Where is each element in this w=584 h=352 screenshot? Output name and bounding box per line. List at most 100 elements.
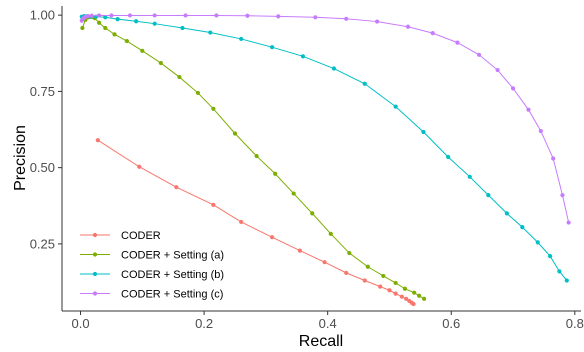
data-point (538, 128, 543, 134)
legend: CODER CODER + Setting (a) CODER + Setting … (80, 230, 224, 301)
data-point (96, 20, 102, 25)
data-point (85, 13, 91, 19)
data-point (362, 81, 367, 86)
data-point (378, 284, 383, 289)
data-point (526, 107, 531, 112)
data-point (96, 13, 102, 18)
data-point (313, 15, 318, 20)
data-point (331, 66, 336, 71)
data-point (297, 248, 302, 253)
x-tick-label: 0.4 (319, 316, 337, 331)
data-point (124, 38, 129, 44)
data-point (564, 278, 569, 283)
data-point (402, 286, 408, 291)
data-point (476, 52, 482, 57)
data-point (273, 171, 278, 176)
data-point (322, 260, 327, 265)
data-point (405, 24, 411, 29)
y-tick-label: 1.00 (30, 8, 55, 23)
data-point (446, 154, 451, 160)
legend-key-point (92, 232, 98, 238)
series-group (95, 138, 416, 307)
x-tick-label: 0.8 (566, 316, 584, 331)
data-point (180, 25, 185, 31)
data-point (115, 17, 120, 22)
data-point (393, 104, 398, 109)
data-point (103, 15, 108, 20)
data-point (112, 32, 117, 37)
data-point (399, 294, 404, 299)
data-point (174, 185, 179, 190)
data-point (127, 13, 133, 18)
data-point (269, 45, 275, 50)
data-point (551, 156, 556, 161)
data-point (177, 74, 182, 80)
data-point (269, 235, 275, 240)
data-point (412, 290, 417, 295)
data-point (417, 293, 422, 298)
data-point (362, 278, 367, 283)
data-point (393, 280, 398, 286)
data-point (137, 164, 142, 169)
data-point (232, 131, 238, 136)
data-point (134, 19, 139, 24)
legend-label: CODER + Setting (c) (121, 289, 223, 301)
y-axis-title: Precision (12, 125, 29, 191)
data-point (211, 202, 216, 207)
data-point (421, 296, 427, 301)
legend-label: CODER + Setting (a) (121, 250, 224, 262)
data-point (365, 264, 370, 269)
data-point (291, 191, 296, 196)
data-point (557, 269, 562, 274)
data-point (560, 193, 565, 198)
x-tick-label: 0.0 (71, 316, 89, 331)
data-point (387, 288, 392, 293)
data-point (158, 60, 163, 66)
data-point (239, 36, 244, 42)
data-point (455, 40, 460, 45)
data-point (183, 13, 188, 18)
data-point (276, 14, 281, 19)
y-axis-ticks: 0.25 0.50 0.75 1.00 (30, 8, 62, 251)
data-point (344, 16, 349, 21)
y-tick-label: 0.75 (30, 84, 55, 99)
data-point (152, 21, 157, 26)
data-point (328, 231, 333, 236)
data-point (195, 90, 201, 96)
series-layer (79, 13, 571, 307)
data-point (344, 270, 349, 275)
legend-item: CODER + Setting (a) (80, 250, 224, 262)
data-point (504, 211, 509, 216)
data-point (80, 25, 85, 31)
legend-key-point (92, 291, 98, 296)
plot-panel (62, 6, 581, 311)
data-point (411, 301, 416, 307)
data-point (421, 129, 426, 135)
data-point (430, 31, 435, 36)
legend-label: CODER (121, 230, 161, 242)
data-point (347, 250, 352, 256)
data-point (381, 273, 386, 279)
data-point (404, 296, 409, 301)
data-point (375, 19, 380, 24)
data-point (208, 30, 213, 35)
series-line (81, 16, 425, 300)
legend-label: CODER + Setting (b) (121, 269, 224, 281)
y-tick-label: 0.50 (30, 160, 55, 175)
data-point (566, 220, 571, 225)
legend-item: CODER + Setting (b) (80, 269, 224, 281)
data-point (254, 153, 259, 159)
x-tick-label: 0.6 (442, 316, 460, 331)
x-axis-title: Recall (299, 333, 343, 350)
legend-item: CODER + Setting (c) (80, 289, 223, 301)
data-point (245, 13, 250, 18)
data-point (393, 291, 398, 296)
data-point (495, 67, 500, 73)
data-point (109, 13, 114, 18)
data-point (548, 254, 553, 259)
legend-key-point (92, 252, 98, 257)
data-point (467, 174, 472, 179)
data-point (310, 211, 315, 216)
